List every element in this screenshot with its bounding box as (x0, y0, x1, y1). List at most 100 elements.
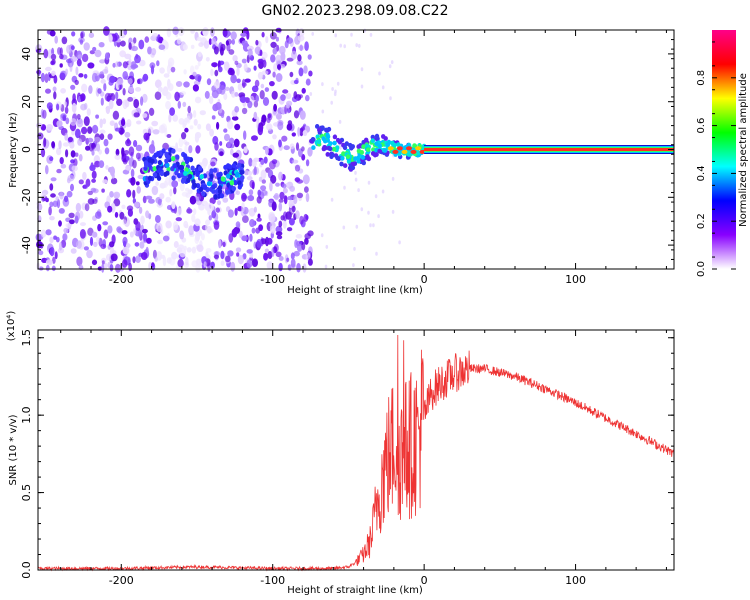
noise-blob (231, 116, 239, 121)
signal-blob (311, 145, 316, 151)
noise-blob (251, 85, 259, 93)
noise-blob (253, 100, 259, 108)
noise-blob (128, 86, 135, 94)
noise-blob (377, 214, 380, 219)
noise-blob (205, 251, 209, 258)
signal-blob (351, 161, 356, 167)
noise-blob (222, 241, 226, 247)
signal-blob (356, 144, 361, 150)
noise-blob (181, 132, 187, 140)
noise-blob (159, 67, 165, 74)
colorbar-tick-label: 0.8 (696, 70, 707, 86)
noise-blob (283, 145, 290, 151)
noise-blob (235, 247, 242, 253)
noise-blob (68, 212, 75, 219)
noise-blob (158, 124, 166, 134)
noise-blob (257, 189, 262, 197)
signal-blob (344, 141, 349, 147)
signal-line-band (424, 148, 674, 151)
noise-blob (69, 219, 75, 225)
noise-blob (88, 32, 95, 38)
noise-blob (304, 233, 312, 240)
noise-blob (40, 148, 46, 158)
noise-blob (253, 206, 257, 213)
noise-blob (98, 42, 105, 48)
spectrogram-y-tick-label: 0 (20, 146, 33, 153)
noise-blob (352, 263, 355, 268)
noise-blob (104, 147, 110, 155)
noise-blob (101, 263, 105, 273)
noise-blob (162, 142, 170, 150)
snr-y-tick-label: 1.0 (20, 406, 33, 424)
noise-blob (130, 168, 135, 178)
noise-blob (241, 58, 247, 64)
noise-blob (87, 190, 94, 196)
noise-blob (274, 193, 279, 201)
spectrogram-x-tick-label: -200 (109, 273, 134, 286)
noise-blob (338, 119, 342, 124)
noise-blob (133, 37, 137, 44)
noise-blob (231, 228, 238, 238)
noise-blob (59, 63, 63, 68)
noise-blob (354, 170, 357, 175)
noise-blob (272, 47, 278, 55)
noise-blob (299, 110, 306, 120)
noise-blob (74, 215, 79, 224)
noise-blob (90, 162, 94, 169)
signal-blob (209, 168, 214, 174)
snr-x-tick-label: -100 (260, 574, 285, 587)
noise-blob (61, 36, 68, 45)
noise-blob (278, 256, 284, 261)
snr-axes: -200 -100 0 100 0.0 0.5 1.0 1.5 (20, 329, 674, 587)
signal-blob (332, 134, 338, 140)
noise-blob (163, 73, 170, 78)
noise-blob (231, 90, 236, 98)
noise-blob (330, 100, 334, 105)
noise-blob (87, 126, 93, 134)
noise-blob (152, 129, 160, 135)
noise-blob (203, 261, 207, 268)
noise-blob (274, 243, 279, 253)
noise-blob (121, 259, 128, 268)
noise-blob (211, 210, 217, 219)
noise-blob (87, 198, 95, 205)
signal-blob (339, 161, 344, 167)
noise-blob (60, 163, 67, 169)
noise-blob (135, 152, 141, 160)
noise-blob (273, 103, 277, 112)
noise-blob (51, 141, 55, 149)
noise-blob (199, 110, 206, 116)
noise-blob (205, 57, 210, 62)
noise-blob (129, 231, 134, 238)
noise-blob (286, 227, 293, 232)
signal-blob (197, 165, 203, 172)
noise-blob (256, 196, 262, 204)
noise-blob (269, 181, 273, 192)
noise-blob (70, 45, 75, 50)
signal-blob (199, 174, 204, 180)
noise-blob (100, 243, 107, 250)
noise-blob (110, 253, 118, 262)
noise-blob (261, 179, 266, 184)
snr-y-tick-label: 0.0 (20, 561, 33, 579)
noise-blob (63, 195, 69, 203)
noise-blob (210, 161, 216, 167)
noise-blob (271, 90, 278, 100)
signal-blob (226, 189, 231, 195)
noise-blob (255, 94, 259, 103)
noise-blob (225, 40, 229, 46)
noise-blob (134, 242, 140, 247)
noise-blob (266, 123, 273, 131)
noise-blob (66, 44, 72, 54)
noise-blob (51, 70, 56, 77)
noise-blob (220, 43, 226, 52)
noise-blob (372, 223, 375, 228)
noise-blob (357, 188, 360, 193)
noise-blob (244, 78, 251, 83)
noise-blob (49, 201, 54, 208)
noise-blob (282, 220, 287, 229)
noise-blob (278, 202, 283, 212)
noise-blob (249, 219, 256, 228)
noise-blob (279, 45, 286, 55)
noise-blob (207, 202, 215, 212)
